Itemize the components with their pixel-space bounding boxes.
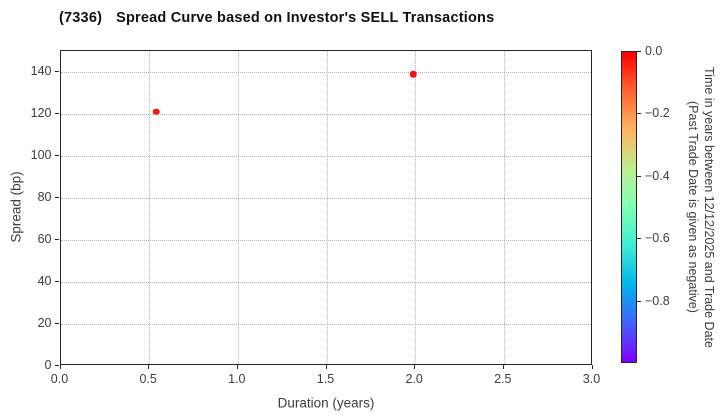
y-gridline [60, 72, 591, 73]
x-tick-label: 2.0 [405, 372, 423, 386]
y-tick-label: 120 [30, 106, 52, 120]
x-tick-mark [502, 365, 504, 369]
y-tick-label: 0 [44, 358, 52, 372]
y-tick-label: 140 [30, 64, 52, 78]
y-gridline [60, 324, 591, 325]
data-point [410, 70, 417, 78]
y-gridline [60, 156, 591, 157]
x-tick-mark [591, 365, 593, 369]
x-gridline [503, 51, 505, 364]
x-tick-mark [325, 365, 327, 369]
x-tick-mark [59, 365, 61, 369]
y-tick-mark [54, 281, 59, 282]
x-gridline [326, 51, 328, 364]
x-gridline [149, 51, 151, 364]
x-gridline [237, 51, 239, 364]
colorbar-tick-label: −0.4 [645, 168, 670, 183]
y-tick-mark [54, 323, 59, 324]
chart-title-text: Spread Curve based on Investor's SELL Tr… [116, 10, 495, 26]
colorbar-gradient [621, 51, 637, 363]
y-tick-label: 60 [37, 232, 52, 246]
x-gridline [415, 51, 417, 364]
chart-title: (7336) Spread Curve based on Investor's S… [59, 10, 494, 26]
x-tick-label: 2.5 [494, 372, 512, 386]
y-tick-mark [54, 71, 59, 72]
colorbar-tick-mark [637, 238, 641, 240]
y-gridline [60, 240, 591, 241]
colorbar-tick-label: 0.0 [645, 44, 663, 58]
x-axis-label: Duration (years) [277, 395, 375, 411]
colorbar-axis-label: Time in years between 12/12/2025 and Tra… [684, 51, 717, 363]
y-gridline [60, 198, 591, 199]
colorbar-tick-mark [637, 51, 641, 52]
x-tick-mark [236, 365, 238, 369]
y-tick-label: 20 [37, 316, 52, 330]
y-tick-label: 80 [37, 190, 52, 204]
y-tick-label: 40 [37, 274, 52, 288]
colorbar-tick-mark [637, 175, 641, 177]
x-tick-label: 3.0 [582, 372, 601, 386]
x-tick-label: 0.0 [50, 372, 69, 386]
colorbar-tick-mark [637, 300, 641, 302]
data-point [153, 108, 160, 116]
y-tick-mark [54, 155, 59, 156]
x-tick-label: 1.0 [228, 372, 246, 386]
y-gridline [60, 282, 591, 283]
x-tick-label: 1.5 [316, 372, 335, 386]
colorbar-label-line-2: (Past Trade Date is given as negative) [686, 101, 700, 313]
colorbar-tick-label: −0.6 [645, 231, 670, 246]
y-tick-mark [54, 365, 59, 366]
x-tick-mark [414, 365, 416, 369]
y-tick-mark [54, 113, 59, 114]
y-tick-mark [54, 197, 59, 198]
chart-title-ticker: (7336) [59, 10, 103, 26]
colorbar-tick-label: −0.8 [645, 293, 670, 308]
y-tick-label: 100 [30, 148, 52, 162]
colorbar-tick-label: −0.2 [645, 106, 670, 121]
plot-area [59, 50, 592, 365]
colorbar-label-line-1: Time in years between 12/12/2025 and Tra… [702, 66, 716, 348]
y-gridline [60, 114, 591, 115]
x-tick-label: 0.5 [139, 372, 157, 386]
y-tick-mark [54, 239, 59, 240]
x-tick-mark [148, 365, 150, 369]
colorbar-tick-mark [637, 113, 641, 115]
